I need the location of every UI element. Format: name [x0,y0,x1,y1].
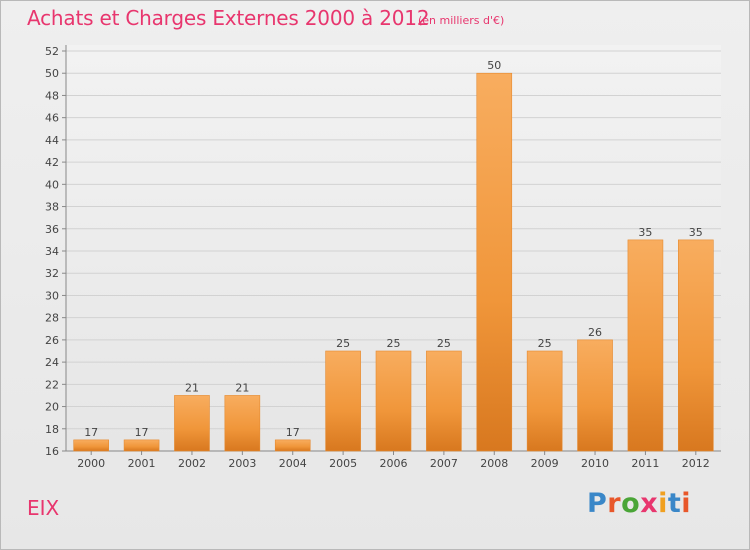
bar [123,439,160,452]
y-tick-label: 36 [45,223,59,236]
x-tick-label: 2003 [228,457,256,470]
y-tick-label: 42 [45,156,59,169]
bar [627,239,664,452]
logo-letter: t [667,488,682,519]
y-tick-label: 26 [45,334,59,347]
x-tick-label: 2012 [682,457,710,470]
x-tick-label: 2009 [531,457,559,470]
bar [526,350,563,452]
x-tick-label: 2001 [128,457,156,470]
x-tick-label: 2004 [279,457,307,470]
bar [577,339,613,452]
logo-letter: x [640,488,659,519]
y-tick-label: 22 [45,378,59,391]
y-tick-label: 34 [45,245,59,258]
bar [476,72,513,452]
bar-value-label: 50 [487,59,501,72]
y-tick-label: 40 [45,178,59,191]
bar [375,350,412,452]
y-tick-label: 20 [45,401,59,414]
bar-value-label: 17 [286,426,300,439]
x-tick-label: 2006 [380,457,408,470]
bar [426,350,462,452]
bar-value-label: 35 [689,226,703,239]
x-tick-label: 2011 [631,457,659,470]
bar-value-label: 25 [538,337,552,350]
bar [224,395,261,452]
bar-value-label: 35 [638,226,652,239]
x-tick-label: 2005 [329,457,357,470]
bar-value-label: 25 [336,337,350,350]
bar [274,439,311,452]
commune-name: EIX [27,496,60,520]
bar-value-label: 25 [437,337,451,350]
y-tick-label: 50 [45,67,59,80]
y-tick-label: 24 [45,356,59,369]
bar-value-label: 26 [588,326,602,339]
x-tick-label: 2002 [178,457,206,470]
y-tick-label: 38 [45,201,59,214]
chart-unit: (en milliers d'€) [418,14,505,27]
logo-letter: i [681,488,692,519]
bar-value-label: 25 [387,337,401,350]
y-tick-label: 44 [45,134,59,147]
x-tick-label: 2008 [480,457,508,470]
x-tick-label: 2000 [77,457,105,470]
bar-value-label: 17 [84,426,98,439]
y-tick-label: 46 [45,112,59,125]
bar [325,350,361,452]
y-tick-label: 18 [45,423,59,436]
y-tick-label: 30 [45,289,59,302]
chart-title: Achats et Charges Externes 2000 à 2012 [27,6,430,30]
bar [73,439,109,452]
y-tick-label: 28 [45,312,59,325]
x-tick-label: 2010 [581,457,609,470]
bar-value-label: 21 [235,381,249,394]
y-tick-label: 32 [45,267,59,280]
y-tick-label: 52 [45,45,59,58]
y-tick-label: 16 [45,445,59,458]
logo-letter: P [587,488,608,519]
logo-letter: r [607,488,622,519]
bar [174,395,210,452]
proxiti-logo: Proxiti [587,488,691,519]
x-tick-label: 2007 [430,457,458,470]
bar-value-label: 21 [185,381,199,394]
bar [678,239,714,452]
logo-letter: i [658,488,668,519]
logo-letter: o [621,488,641,519]
y-tick-label: 48 [45,89,59,102]
bar-value-label: 17 [135,426,149,439]
